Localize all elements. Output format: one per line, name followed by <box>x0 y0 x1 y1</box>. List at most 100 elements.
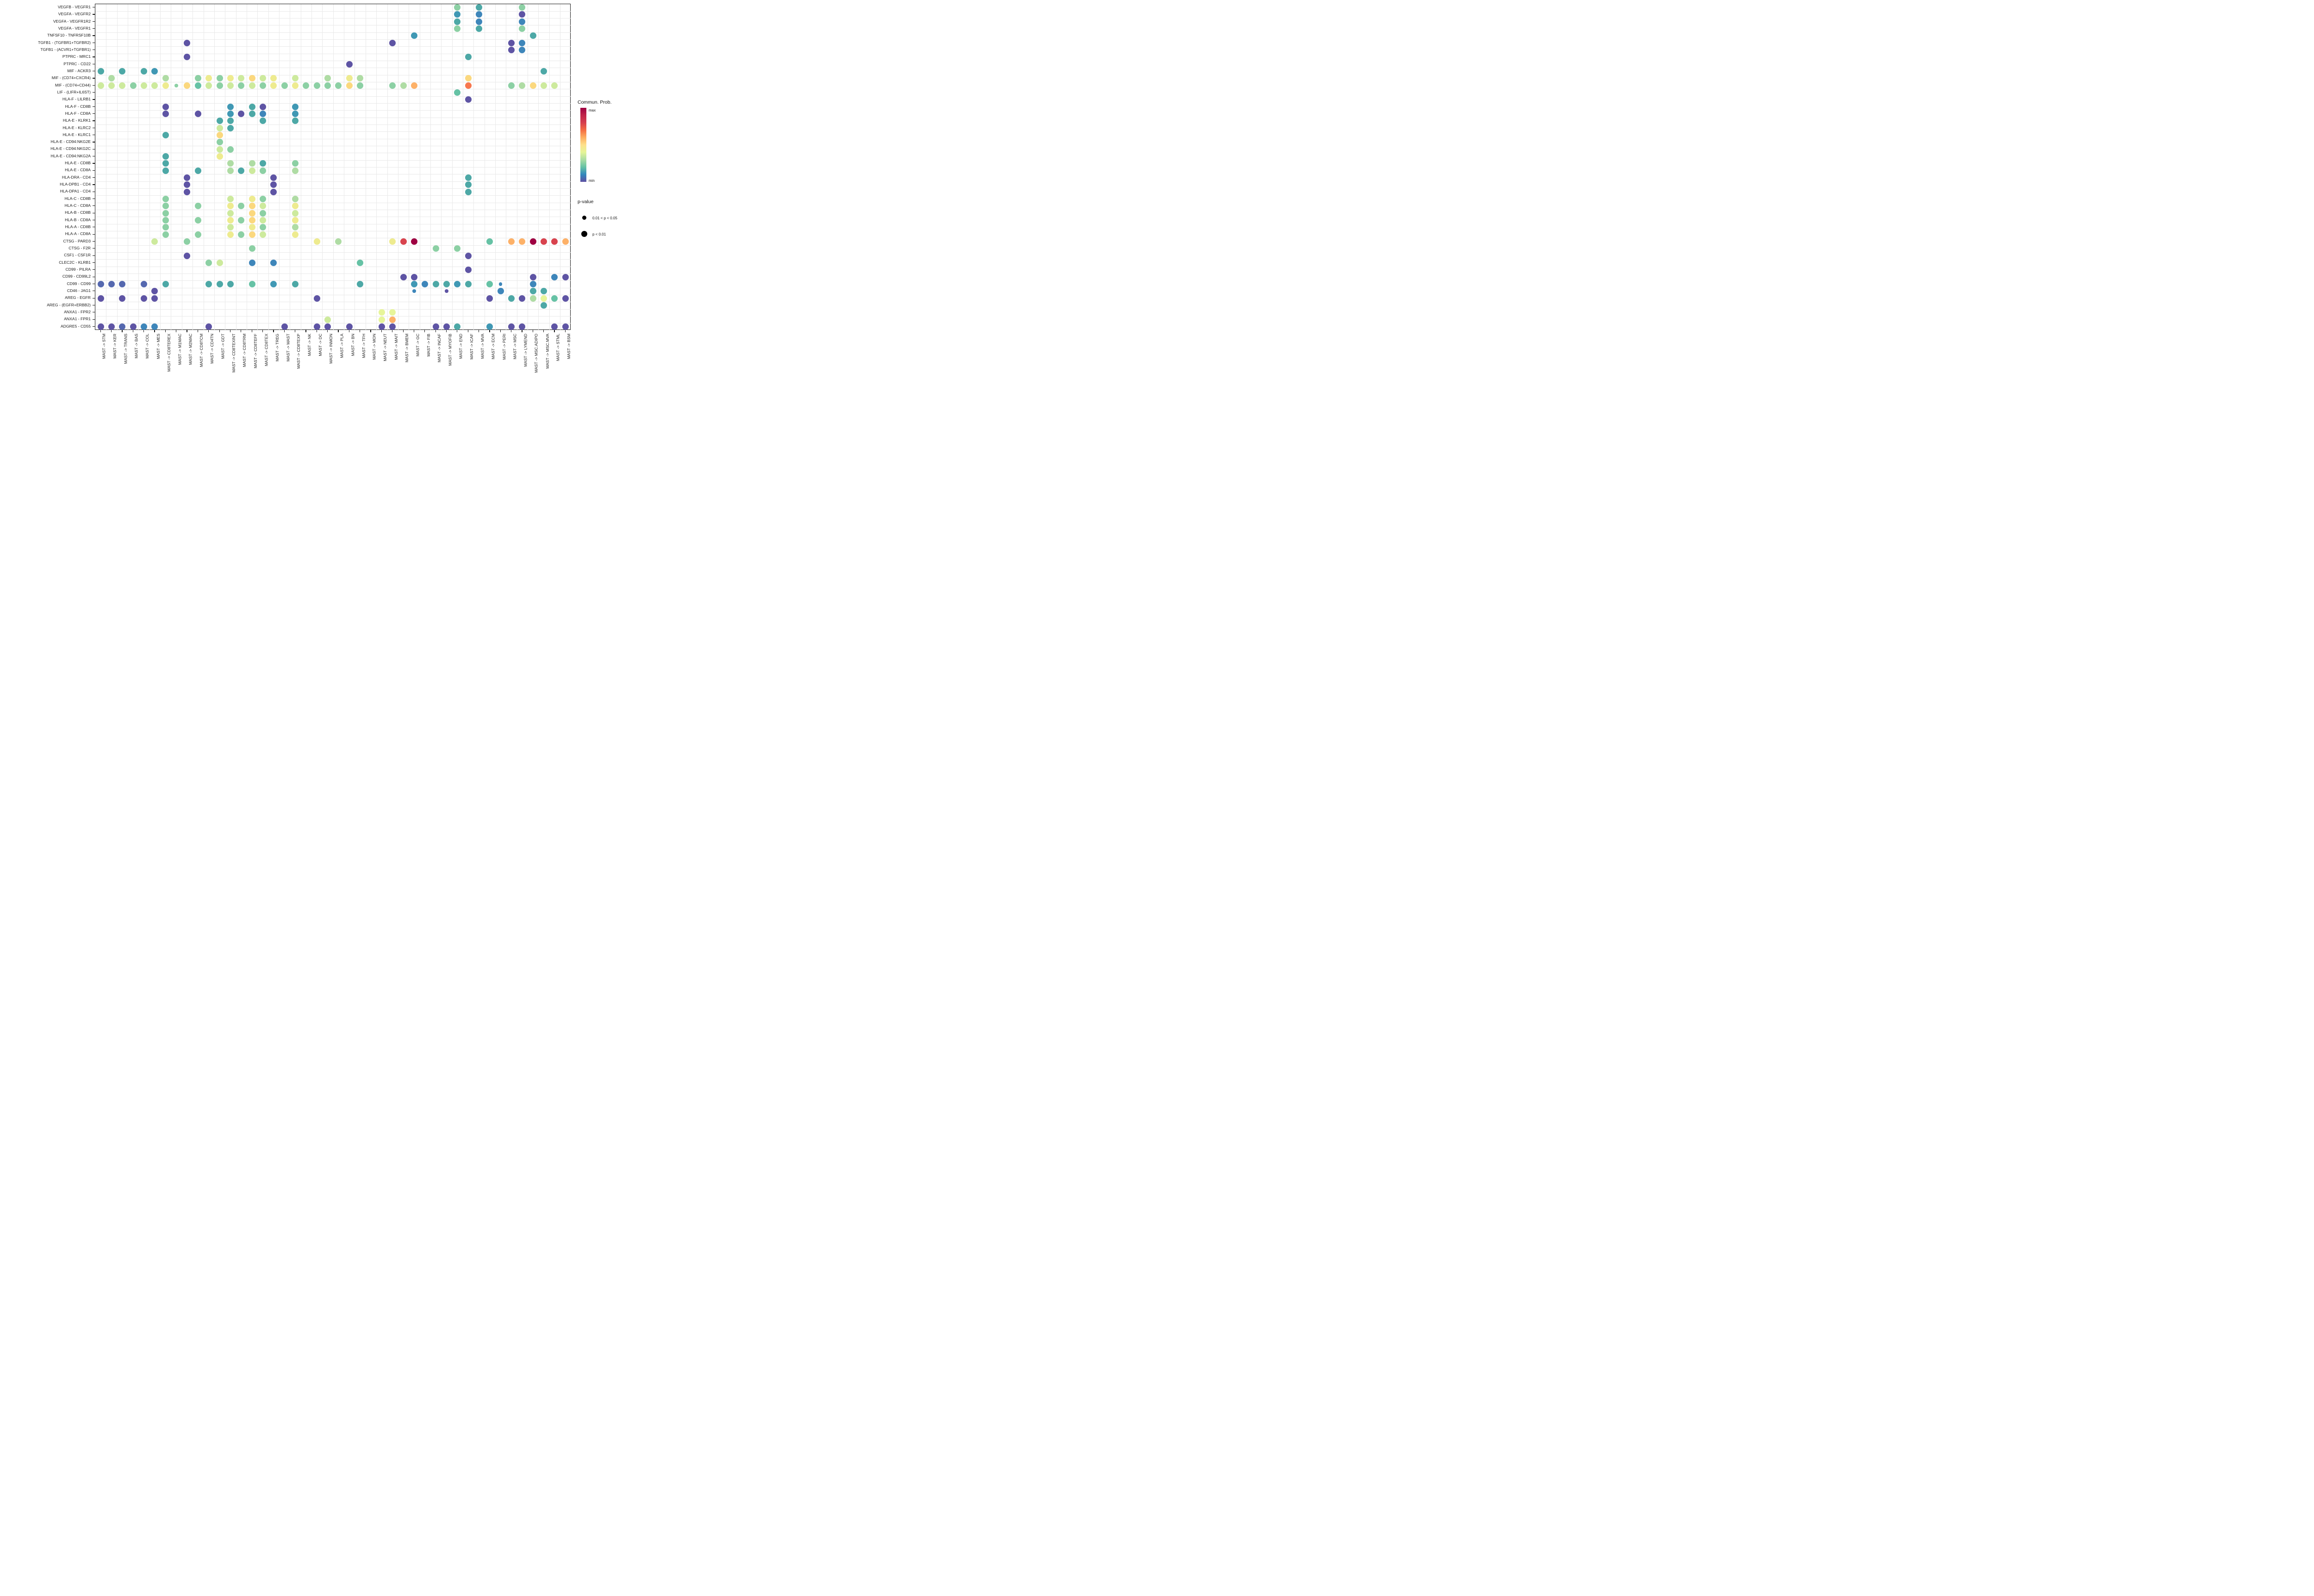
commun-prob-dot <box>346 75 353 82</box>
commun-prob-dot <box>227 167 234 174</box>
y-axis-label: HLA-B - CD8A <box>65 217 91 222</box>
commun-prob-dot <box>249 224 255 231</box>
commun-prob-dot <box>292 160 299 167</box>
x-axis-tick <box>424 329 425 332</box>
x-axis-tick <box>446 329 447 332</box>
commun-prob-dot <box>281 323 288 330</box>
commun-prob-dot <box>119 82 126 89</box>
commun-prob-dot <box>357 259 364 266</box>
bubble-plot-figure: Commun. Prob. max min p-value 0.01 < p <… <box>0 0 636 399</box>
x-axis-label: MAST -> MSC <box>512 333 517 359</box>
commun-prob-dot <box>454 25 461 32</box>
x-axis-label: MAST -> CD8TEREX <box>167 333 172 372</box>
commun-prob-dot <box>443 323 450 330</box>
commun-prob-dot <box>119 68 126 75</box>
y-axis-label: HLA-F - LILRB1 <box>62 97 91 102</box>
panel-gridline-h <box>95 181 571 182</box>
commun-prob-dot <box>216 153 223 160</box>
commun-prob-dot <box>141 295 148 302</box>
colorbar-max-label: max <box>589 108 596 112</box>
commun-prob-dot <box>529 280 536 287</box>
commun-prob-dot <box>249 195 255 202</box>
y-axis-label: CLEC2C - KLRB1 <box>59 260 91 265</box>
commun-prob-dot <box>508 82 515 89</box>
commun-prob-dot <box>249 75 255 82</box>
x-axis-label: MAST -> NEUT <box>383 333 388 361</box>
commun-prob-dot <box>184 181 191 188</box>
commun-prob-dot <box>227 111 234 118</box>
commun-prob-dot <box>292 224 299 231</box>
x-axis-label: MAST -> FIB <box>426 333 431 357</box>
commun-prob-dot <box>227 195 234 202</box>
x-axis-label: MAST -> CD8TCM <box>199 333 204 367</box>
commun-prob-dot <box>184 238 191 245</box>
commun-prob-dot <box>541 302 547 309</box>
commun-prob-dot <box>519 18 526 25</box>
commun-prob-dot <box>259 231 266 238</box>
commun-prob-dot <box>335 238 342 245</box>
commun-prob-dot <box>141 68 148 75</box>
commun-prob-dot <box>389 238 396 245</box>
commun-prob-dot <box>259 118 266 124</box>
commun-prob-dot <box>292 203 299 210</box>
commun-prob-dot <box>357 75 364 82</box>
y-axis-label: HLA-F - CD8A <box>65 111 91 116</box>
panel-gridline-h <box>95 131 571 132</box>
commun-prob-dot <box>422 280 429 287</box>
commun-prob-dot <box>508 39 515 46</box>
commun-prob-dot <box>508 47 515 54</box>
y-axis-tick <box>93 205 95 206</box>
commun-prob-dot <box>292 210 299 217</box>
commun-prob-dot <box>324 316 331 323</box>
commun-prob-dot <box>562 238 569 245</box>
commun-prob-dot <box>519 323 526 330</box>
commun-prob-dot <box>162 160 169 167</box>
x-axis-label: MAST -> END <box>458 333 463 359</box>
x-axis-label: MAST -> MAST <box>285 333 290 361</box>
y-axis-tick <box>93 241 95 242</box>
commun-prob-dot <box>292 195 299 202</box>
commun-prob-dot <box>465 252 472 259</box>
commun-prob-dot <box>292 280 299 287</box>
commun-prob-dot <box>357 82 364 89</box>
commun-prob-dot <box>443 280 450 287</box>
panel-gridline-h <box>95 252 571 253</box>
commun-prob-dot <box>292 82 299 89</box>
commun-prob-dot <box>227 75 234 82</box>
x-axis-label: MAST -> INCAF <box>436 333 442 362</box>
commun-prob-dot <box>249 203 255 210</box>
commun-prob-dot <box>141 280 148 287</box>
commun-prob-dot <box>551 323 558 330</box>
commun-prob-dot <box>324 82 331 89</box>
commun-prob-dot <box>476 4 482 11</box>
commun-prob-dot <box>216 259 223 266</box>
y-axis-tick <box>93 170 95 171</box>
pvalue-small-label: 0.01 < p < 0.05 <box>592 216 617 220</box>
commun-prob-dot <box>519 238 526 245</box>
panel-gridline-h <box>95 259 571 260</box>
commun-prob-dot <box>194 231 201 238</box>
y-axis-tick <box>93 269 95 270</box>
x-axis-tick <box>273 329 274 332</box>
commun-prob-dot <box>259 75 266 82</box>
x-axis-label: MAST -> STM <box>101 333 106 359</box>
commun-prob-dot <box>141 323 148 330</box>
y-axis-label: LIF - (LIFR+IL6ST) <box>57 89 91 94</box>
x-axis-label: MAST -> BSM <box>566 333 572 359</box>
y-axis-label: ADGRE5 - CD55 <box>61 323 91 329</box>
y-axis-label: AREG - (EGFR+ERBB2) <box>47 302 91 307</box>
x-axis-tick <box>100 329 101 332</box>
y-axis-tick <box>93 92 95 93</box>
commun-prob-dot <box>519 47 526 54</box>
commun-prob-dot <box>335 82 342 89</box>
x-axis-label: MAST -> MON <box>372 333 377 360</box>
commun-prob-dot <box>184 174 191 181</box>
x-axis-label: MAST -> TFH <box>361 333 366 358</box>
commun-prob-dot <box>97 323 104 330</box>
y-axis-tick <box>93 319 95 320</box>
x-axis-label: MAST -> BN <box>350 333 355 356</box>
x-axis-tick <box>381 329 382 332</box>
y-axis-label: HLA-C - CD8B <box>64 196 91 201</box>
commun-prob-dot <box>529 32 536 39</box>
y-axis-label: TGFB1 - (ACVR1+TGFBR1) <box>40 47 91 52</box>
